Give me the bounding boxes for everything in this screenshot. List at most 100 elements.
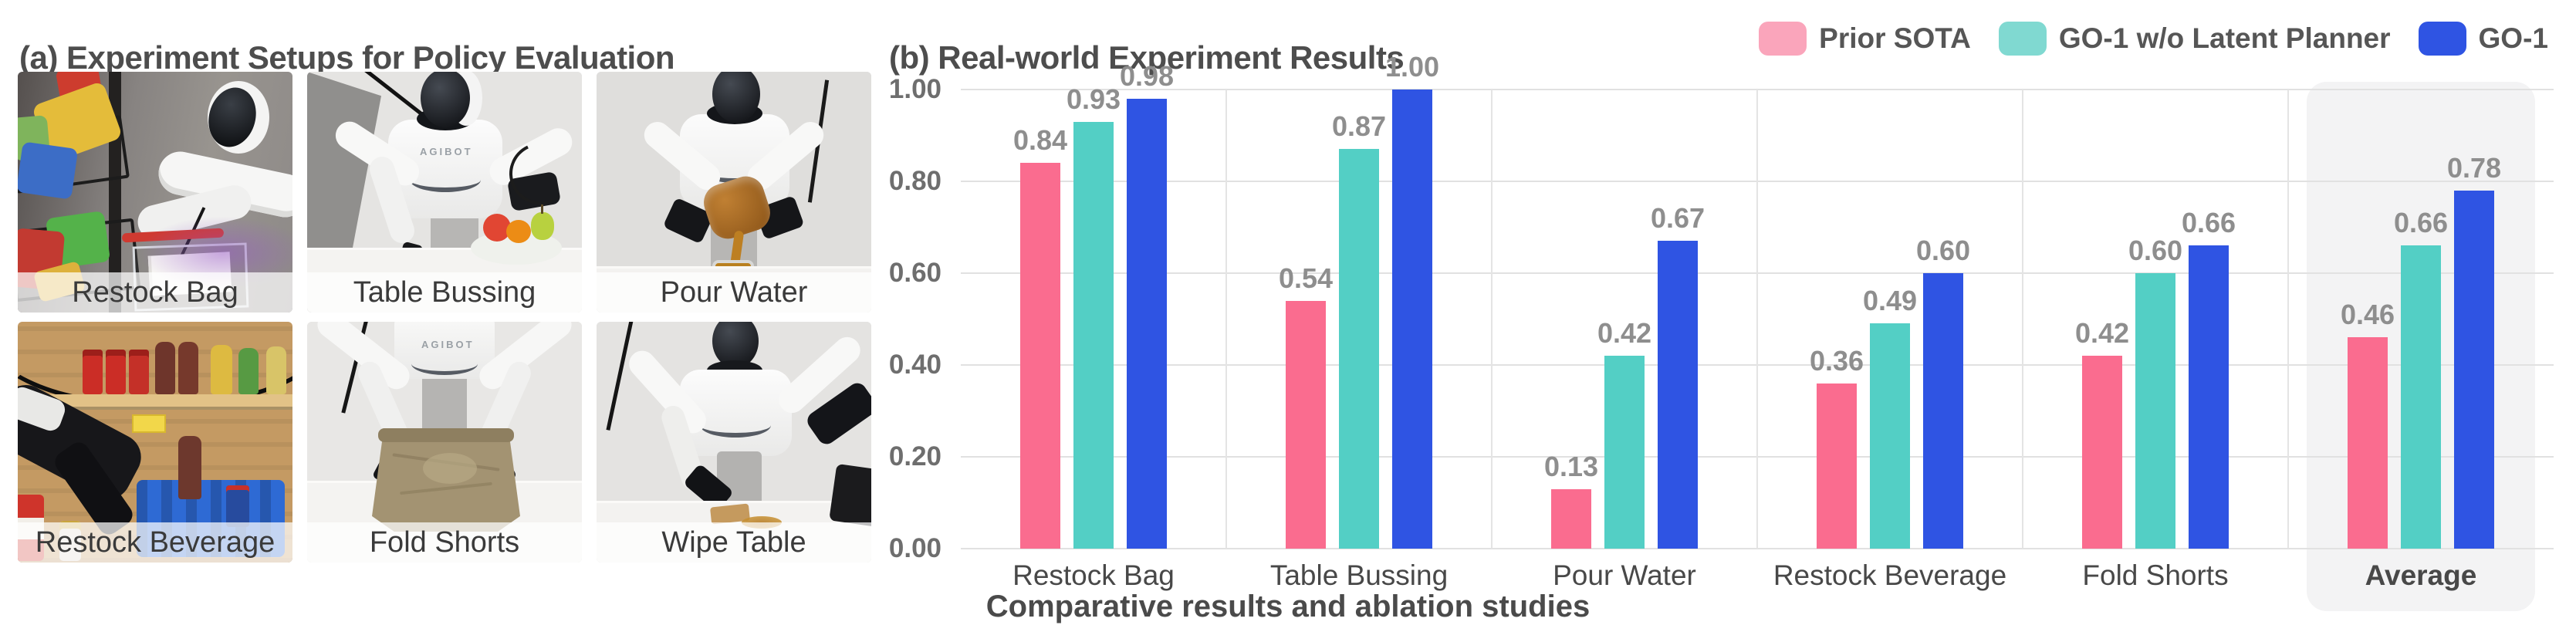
category-label-table-bussing: Table Bussing [1269, 559, 1449, 591]
bottle-gold [266, 346, 286, 394]
price-tag [132, 414, 166, 433]
panel-a-title: (a) Experiment Setups for Policy Evaluat… [19, 39, 675, 76]
legend-swatch-go-1 [2418, 22, 2466, 56]
robot-brand-text: AGIBOT [420, 146, 473, 157]
y-axis-tick-label: 0.40 [888, 350, 941, 380]
bar-go-1-w-o-latent-planner-table-bussing [1339, 149, 1379, 549]
photo-label-restock-beverage: Restock Beverage [18, 522, 292, 563]
bar-prior-sota-pour-water [1551, 488, 1591, 549]
mic-boom [606, 322, 634, 431]
legend-item-go-1-w-o-latent-planner: GO-1 w/o Latent Planner [1998, 22, 2391, 56]
legend-item-go-1: GO-1 [2418, 22, 2548, 56]
bar-chart-plot: 0.00 0.20 0.40 0.60 0.80 1.00 Restock Bag 0.84 0… [889, 51, 2554, 611]
bar-go-1-pour-water [1658, 241, 1698, 549]
panel-b-title: (b) Real-world Experiment Results [889, 39, 1405, 76]
category-label-pour-water: Pour Water [1553, 559, 1696, 591]
photo-restock-beverage: Restock Beverage [18, 322, 292, 563]
bar-go-1-average [2454, 190, 2494, 549]
group-separator [1491, 90, 1493, 549]
photo-restock-bag: Restock Bag [18, 72, 292, 313]
bar-prior-sota-average [2348, 337, 2388, 549]
bottle-in-crate [178, 436, 201, 499]
bar-prior-sota-fold-shorts [2082, 356, 2122, 549]
photo-label-fold-shorts: Fold Shorts [307, 522, 582, 563]
y-axis-tick-label: 0.20 [888, 441, 941, 471]
legend-swatch-prior-sota [1759, 22, 1807, 56]
can-red-1 [83, 350, 103, 394]
bar-value-label: 0.67 [1650, 202, 1706, 235]
y-axis-tick-label: 0.00 [888, 533, 941, 563]
bar-value-label: 0.60 [1915, 235, 1971, 266]
bottle-green [238, 348, 259, 394]
photo-label-restock-bag: Restock Bag [18, 272, 292, 313]
figure-caption: Comparative results and ablation studies [985, 590, 1591, 623]
robot-chest-line [411, 353, 478, 375]
bar-go-1-fold-shorts [2189, 245, 2229, 549]
photo-pour-water: Pour Water [597, 72, 871, 313]
chart-legend: Prior SOTA GO-1 w/o Latent Planner GO-1 [1759, 22, 2548, 56]
legend-swatch-go-1-w-o-latent-planner [1998, 22, 2047, 56]
fruit-pear [531, 212, 554, 240]
bar-value-label: 0.13 [1543, 450, 1599, 482]
bar-go-1-w-o-latent-planner-restock-bag [1073, 121, 1114, 549]
bar-value-label: 0.46 [2340, 299, 2395, 331]
bar-value-label: 0.42 [2074, 317, 2130, 350]
category-label-restock-beverage: Restock Beverage [1773, 559, 2007, 591]
can-red-3 [129, 350, 149, 394]
photo-wipe-table: Wipe Table [597, 322, 871, 563]
legend-label: GO-1 w/o Latent Planner [2058, 22, 2391, 54]
can-in-crate [226, 485, 249, 527]
photo-fold-shorts: AGIBOT Fold Shorts [307, 322, 582, 563]
fruit-pear-stem [541, 204, 543, 214]
bar-value-label: 0.84 [1012, 124, 1068, 157]
photo-label-wipe-table: Wipe Table [597, 522, 871, 563]
gridline-0.00 [961, 548, 2554, 549]
bar-value-label: 0.36 [1809, 344, 1864, 377]
robot-chest-line [410, 167, 481, 192]
category-label-fold-shorts: Fold Shorts [2082, 559, 2229, 591]
shorts-waistband [378, 428, 514, 442]
legend-label: GO-1 [2478, 22, 2548, 54]
bar-value-label: 0.60 [2128, 235, 2183, 266]
bottle-brown-1 [155, 342, 175, 394]
bar-value-label: 1.00 [1384, 51, 1440, 83]
category-label-average: Average [2365, 559, 2477, 591]
photo-table-bussing: AGIBOT Table Bussing [307, 72, 582, 313]
bar-value-label: 0.93 [1066, 83, 1121, 115]
legend-label: Prior SOTA [1819, 22, 1971, 54]
bar-value-label: 0.66 [2181, 207, 2236, 239]
bar-go-1-w-o-latent-planner-restock-beverage [1870, 323, 1910, 549]
robot-head-visor [712, 72, 760, 123]
bar-value-label: 0.54 [1278, 262, 1334, 294]
bar-go-1-w-o-latent-planner-average [2401, 245, 2441, 549]
shelf-board [18, 394, 292, 410]
fruit-orange [506, 220, 531, 243]
bar-prior-sota-restock-beverage [1817, 383, 1857, 549]
bar-go-1-restock-bag [1127, 98, 1167, 549]
group-separator [2022, 90, 2023, 549]
bar-value-label: 0.98 [1119, 59, 1175, 92]
bar-value-label: 0.42 [1597, 317, 1652, 350]
snack-bag-blue [18, 141, 79, 200]
bar-prior-sota-table-bussing [1286, 300, 1326, 549]
robot-brand-text-2: AGIBOT [421, 339, 475, 350]
bar-value-label: 0.87 [1331, 110, 1387, 143]
group-separator [2287, 90, 2289, 549]
bar-go-1-w-o-latent-planner-fold-shorts [2135, 273, 2175, 549]
bar-prior-sota-restock-bag [1020, 163, 1060, 549]
legend-item-prior-sota: Prior SOTA [1759, 22, 1971, 56]
bar-go-1-w-o-latent-planner-pour-water [1604, 356, 1645, 549]
group-separator [1756, 90, 1758, 549]
bar-value-label: 0.49 [1862, 285, 1918, 317]
group-separator [1225, 90, 1227, 549]
bar-go-1-restock-beverage [1923, 273, 1963, 549]
bar-value-label: 0.78 [2446, 151, 2502, 184]
robot-head-visor [421, 72, 470, 127]
bar-value-label: 0.66 [2393, 207, 2449, 239]
robot-chest-line [700, 413, 771, 438]
y-axis-tick-label: 1.00 [888, 74, 941, 104]
photo-label-table-bussing: Table Bussing [307, 272, 582, 313]
y-axis-tick-label: 0.60 [888, 258, 941, 288]
bottle-yellow [211, 345, 232, 394]
y-axis-tick-label: 0.80 [888, 166, 941, 196]
